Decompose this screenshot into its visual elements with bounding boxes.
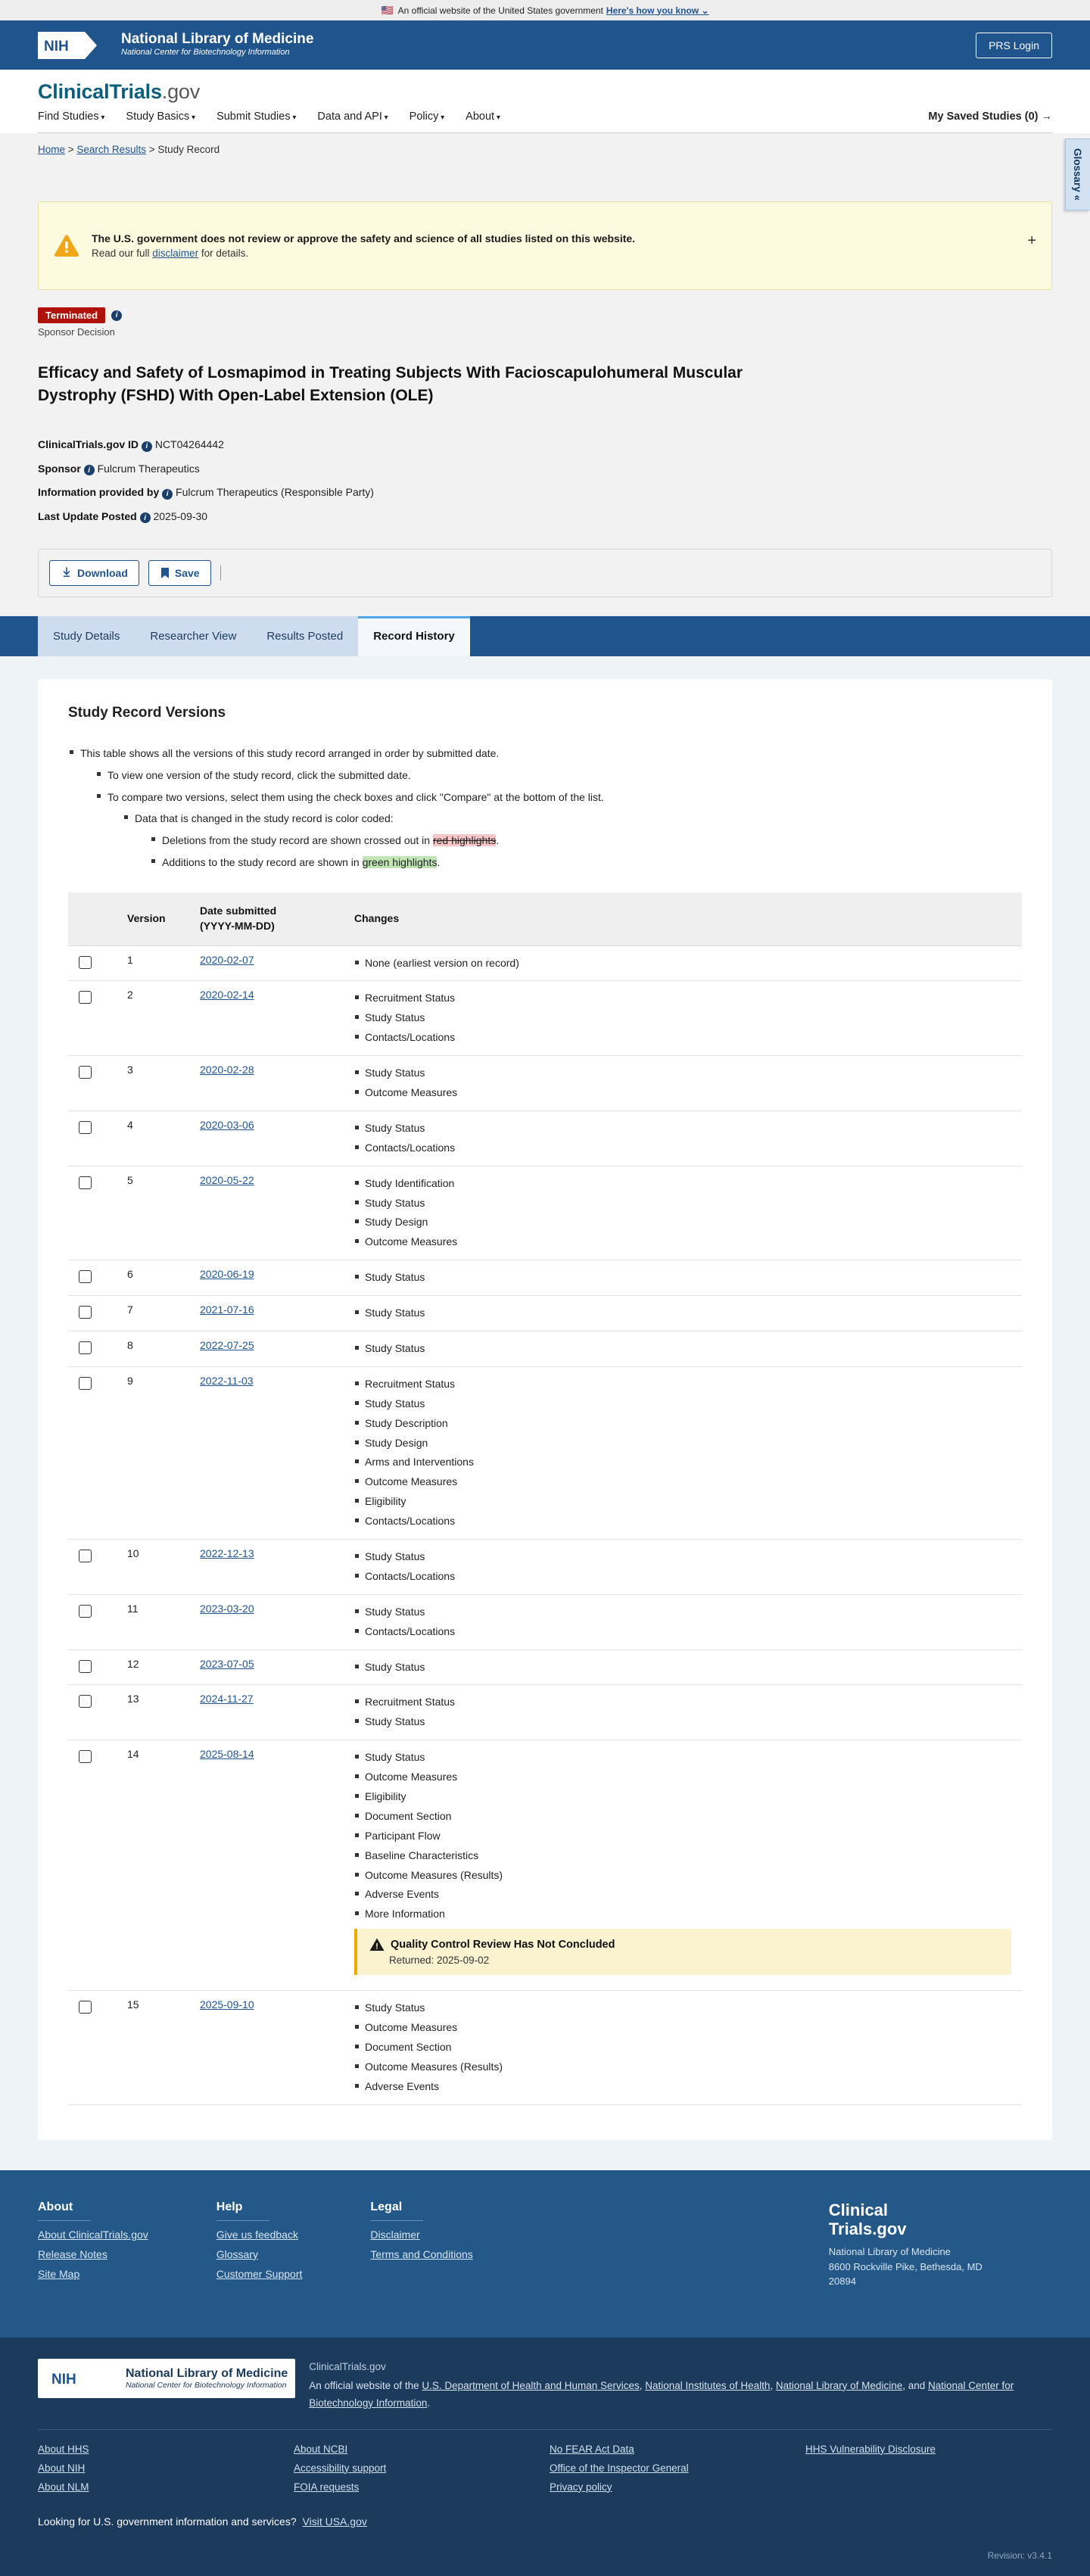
svg-text:!: ! — [375, 1942, 378, 1951]
svg-text:NIH: NIH — [51, 2372, 76, 2388]
svg-text:NIH: NIH — [44, 39, 69, 55]
